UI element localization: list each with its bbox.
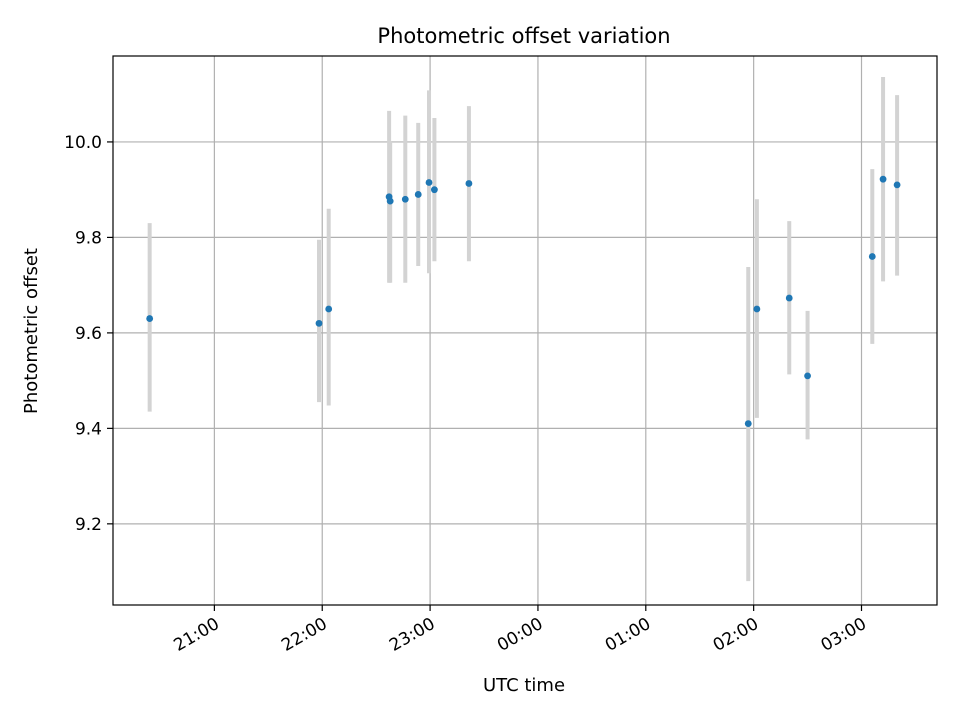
- y-tick-label: 9.4: [75, 419, 102, 439]
- data-point: [879, 175, 887, 183]
- data-point: [146, 315, 154, 322]
- data-point: [325, 305, 333, 313]
- data-point: [804, 372, 811, 380]
- data-point: [893, 181, 901, 189]
- data-point: [868, 253, 876, 260]
- y-tick-label: 9.6: [75, 324, 102, 344]
- data-point: [386, 197, 394, 205]
- data-point: [753, 305, 761, 313]
- data-point: [785, 294, 793, 302]
- data-point: [431, 186, 438, 194]
- data-point: [425, 179, 433, 186]
- y-axis-label: Photometric offset: [21, 248, 42, 414]
- data-point: [744, 420, 752, 427]
- plot-frame: [112, 55, 938, 606]
- data-point: [315, 319, 323, 327]
- data-point: [465, 180, 473, 187]
- y-tick-label: 9.8: [75, 228, 102, 248]
- y-tick-label: 10.0: [64, 133, 102, 153]
- data-points: [146, 175, 901, 427]
- data-point: [401, 195, 409, 203]
- chart-title: Photometric offset variation: [377, 24, 670, 48]
- y-tick-label: 9.2: [75, 515, 102, 535]
- y-axis-ticks: 9.2 9.4 9.6 9.8 10.0: [64, 133, 113, 535]
- data-point: [414, 191, 422, 198]
- x-axis-label: UTC time: [483, 675, 565, 696]
